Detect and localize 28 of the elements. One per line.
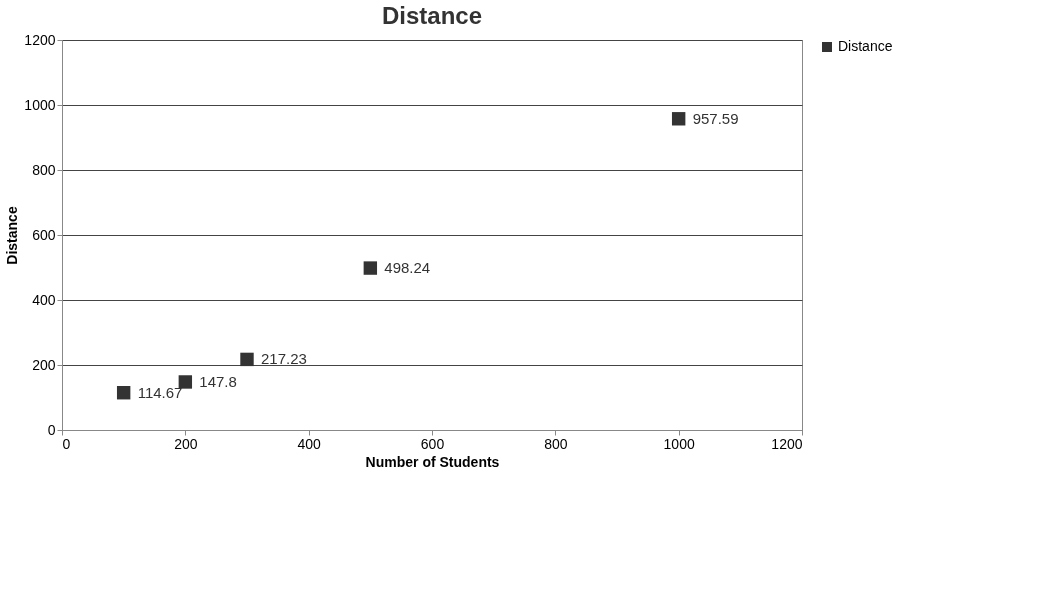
y-tick-label: 600 — [32, 226, 56, 243]
x-tick-label: 800 — [544, 435, 568, 452]
point — [116, 386, 131, 400]
legend-label: Distance — [838, 38, 893, 54]
x-tick-label: 1200 — [771, 435, 803, 452]
point — [178, 375, 193, 389]
point — [671, 112, 686, 126]
y-tick-label: 1000 — [24, 96, 56, 113]
point — [363, 261, 378, 275]
y-tick-label: 1200 — [24, 31, 56, 48]
data-label: 114.67 — [137, 383, 183, 401]
x-tick-label: 400 — [297, 435, 322, 452]
y-axis-title: Distance — [4, 206, 21, 265]
y-tick-label: 800 — [32, 161, 56, 178]
data-label: 498.24 — [384, 259, 431, 277]
point — [240, 352, 254, 367]
y-tick-label: 200 — [32, 356, 56, 373]
x-tick-label: 0 — [62, 435, 71, 452]
chart-title: Distance — [381, 2, 483, 29]
y-tick-label: 400 — [32, 291, 56, 308]
x-tick-label: 1000 — [663, 435, 695, 452]
data-label: 147.8 — [199, 372, 237, 390]
x-axis-title: Number of Students — [365, 453, 500, 470]
y-tick-label: 0 — [47, 421, 56, 438]
x-tick-label: 200 — [174, 435, 198, 452]
data-label: 957.59 — [692, 109, 739, 127]
data-label: 217.23 — [261, 350, 307, 368]
x-tick-label: 600 — [420, 435, 445, 452]
